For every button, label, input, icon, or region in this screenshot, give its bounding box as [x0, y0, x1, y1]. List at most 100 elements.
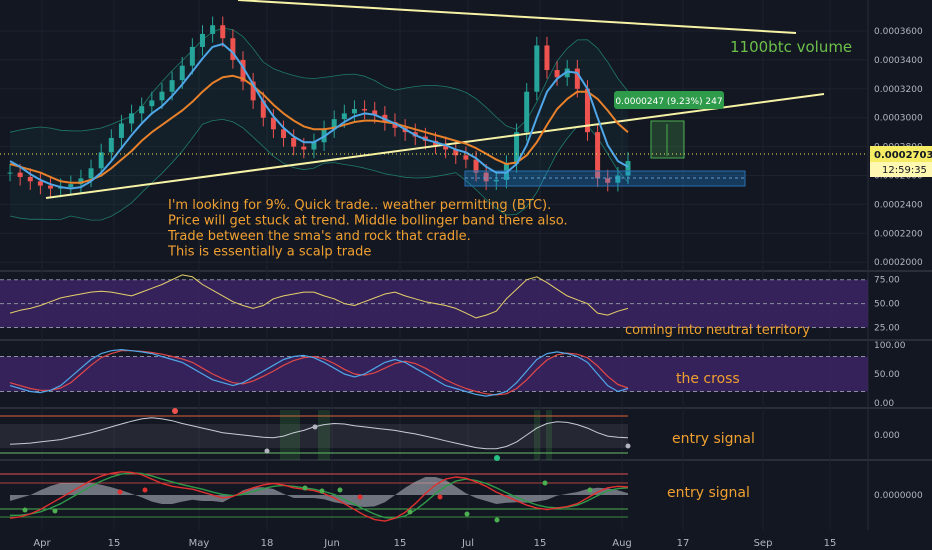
- countdown-badge: [870, 162, 932, 177]
- osc1-signal-zone: [280, 410, 300, 460]
- osc2-annotation: entry signal: [667, 485, 750, 501]
- rsi-tick-label: 75.00: [874, 276, 900, 286]
- candle-body: [362, 109, 368, 111]
- osc1-peak-marker: [172, 408, 178, 414]
- candle-body: [7, 172, 13, 174]
- candle-body: [199, 33, 205, 47]
- osc1-marker: [264, 448, 270, 454]
- trade-note-line: I'm looking for 9%. Quick trade.. weathe…: [168, 198, 551, 213]
- candle-body: [564, 68, 570, 78]
- candle-body: [493, 179, 499, 182]
- x-tick-label: May: [189, 538, 210, 549]
- candle-body: [544, 45, 550, 71]
- candle-body: [443, 145, 449, 150]
- osc2-marker: [117, 489, 123, 495]
- y-tick-label: 0.0002400: [874, 200, 923, 210]
- stoch-tick-label: 0.00: [874, 399, 894, 409]
- candle-body: [584, 88, 590, 133]
- stoch-band: [0, 356, 868, 392]
- oscillator-pane-1: entry signal: [0, 408, 755, 461]
- osc1-tick-label: 0.000: [874, 431, 900, 441]
- candle-body: [514, 132, 520, 164]
- osc2-marker: [337, 487, 343, 493]
- osc2-marker: [357, 494, 363, 500]
- y-tick-label: 0.0002000: [874, 258, 923, 268]
- stoch-tick-label: 100.00: [874, 341, 906, 351]
- candle-body: [139, 106, 145, 114]
- osc2-marker: [494, 517, 500, 523]
- grid: [0, 0, 932, 530]
- osc1-annotation: entry signal: [672, 431, 755, 447]
- trade-note-line: Trade between the sma's and rock that cr…: [167, 229, 471, 244]
- candle-body: [595, 132, 601, 179]
- candle-body: [169, 80, 175, 92]
- y-tick-label: 0.0003200: [874, 85, 923, 95]
- candle-body: [88, 168, 94, 179]
- candle-body: [78, 178, 84, 185]
- candle-body: [189, 46, 195, 66]
- x-axis: Apr 15 May 18 Jun 15 Jul 15 Aug 17 Sep 15: [33, 538, 836, 549]
- stoch-annotation: the cross: [676, 371, 740, 387]
- osc1-line: [9, 417, 629, 450]
- x-tick-label: Apr: [33, 538, 51, 549]
- osc2-marker: [142, 487, 148, 493]
- osc2-marker: [464, 511, 470, 517]
- osc2-marker: [319, 488, 325, 494]
- candle-body: [270, 117, 276, 130]
- candle-body: [554, 70, 560, 78]
- candle-body: [534, 45, 540, 92]
- candle-body: [48, 185, 54, 189]
- candle-body: [524, 91, 530, 133]
- x-tick-label: 18: [261, 538, 274, 549]
- stoch-k-line: [9, 349, 629, 397]
- rsi-pane: coming into neutral territory: [0, 274, 868, 338]
- candle-body: [149, 100, 155, 107]
- osc1-trough-marker: [494, 455, 500, 461]
- osc2-tick-label: 0.0000000: [874, 491, 923, 501]
- candle-body: [129, 113, 135, 124]
- osc1-signal-zone: [318, 410, 330, 460]
- candle-body: [341, 113, 347, 120]
- osc1-marker: [625, 443, 631, 449]
- osc2-marker: [407, 509, 413, 515]
- y-tick-label: 0.0003000: [874, 114, 923, 124]
- osc2-slow-line: [10, 472, 629, 519]
- stoch-tick-label: 50.00: [874, 370, 900, 380]
- candle-body: [210, 25, 216, 34]
- osc2-marker: [587, 487, 593, 493]
- candle-body: [240, 59, 246, 82]
- x-tick-label: Jul: [461, 538, 474, 549]
- candle-body: [331, 119, 337, 130]
- candle-body: [108, 137, 114, 153]
- volume-annotation: 1100btc volume: [730, 38, 852, 56]
- candle-body: [291, 137, 297, 147]
- bollinger-lower: [9, 119, 629, 221]
- countdown-label: 12:59:35: [882, 165, 927, 176]
- osc2-marker: [52, 508, 58, 514]
- osc2-marker: [437, 494, 443, 500]
- candle-body: [615, 175, 621, 183]
- candle-body: [281, 129, 287, 138]
- candle-body: [574, 68, 580, 89]
- x-tick-label: 15: [394, 538, 407, 549]
- candle-body: [68, 184, 74, 188]
- x-tick-label: 15: [824, 538, 837, 549]
- osc1-signal-zone: [546, 410, 552, 460]
- sma-fast-line: [9, 43, 629, 190]
- price-label: 0.0002703: [874, 150, 932, 161]
- candle-body: [605, 178, 611, 183]
- osc1-signal-zone: [534, 410, 540, 460]
- osc2-histogram: [10, 477, 628, 507]
- y-tick-label: 0.0002200: [874, 229, 923, 239]
- candle-body: [453, 149, 459, 156]
- candle-body: [179, 65, 185, 81]
- candle-body: [463, 155, 469, 160]
- trend-line-upper: [237, 0, 797, 34]
- oscillator-pane-2: entry signal: [0, 471, 750, 523]
- x-tick-label: 17: [677, 538, 690, 549]
- candle-body: [311, 142, 317, 150]
- candle-body: [473, 159, 479, 173]
- trade-note-line: This is essentially a scalp trade: [167, 245, 371, 260]
